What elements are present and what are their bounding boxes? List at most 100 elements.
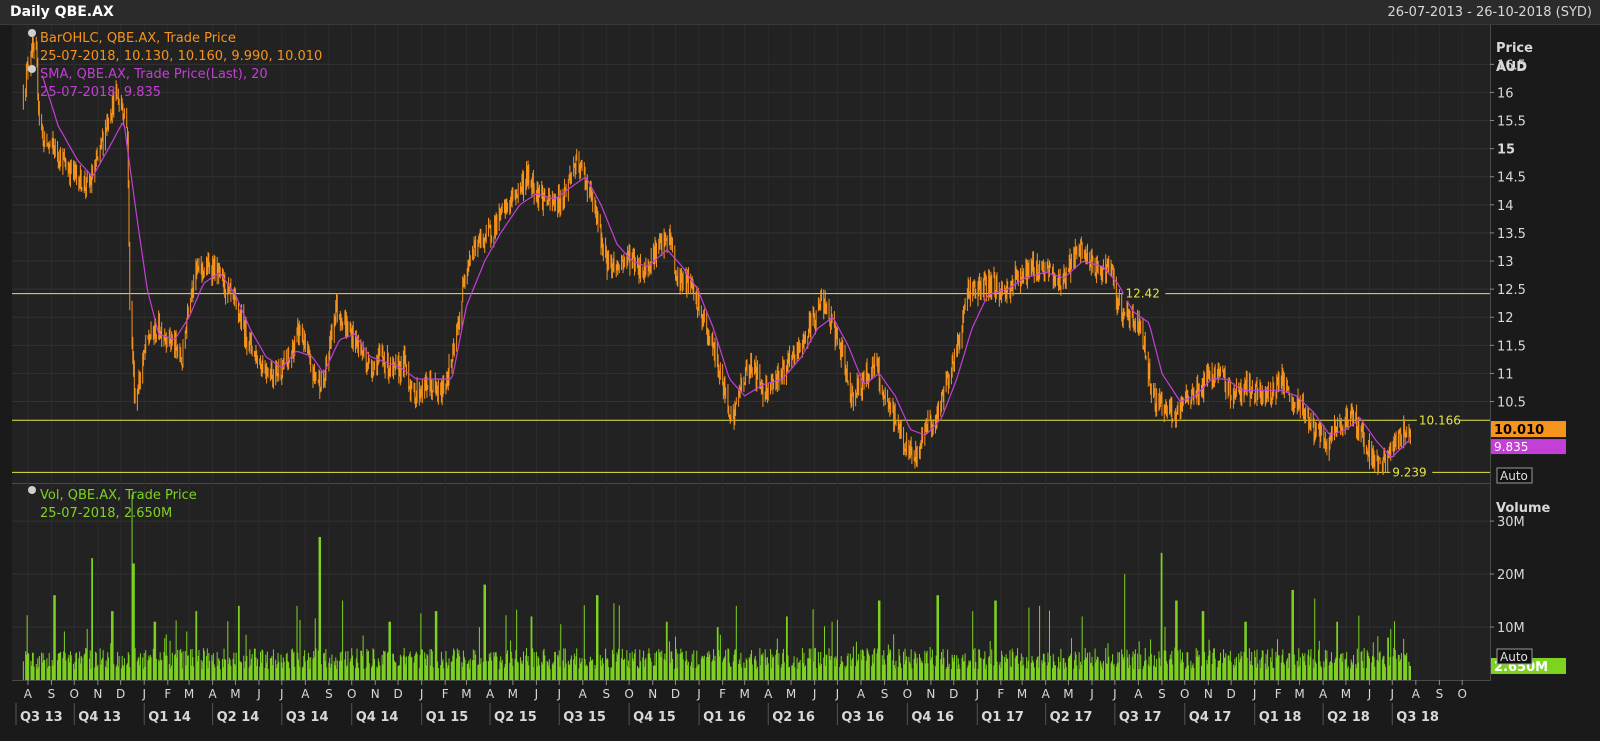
- month-label: A: [486, 687, 495, 701]
- volume-legend-icon[interactable]: [28, 486, 36, 494]
- quarter-label: Q3 17: [1119, 710, 1162, 725]
- month-label: O: [903, 687, 912, 701]
- quarter-label: Q3 15: [563, 710, 606, 725]
- price-tick-label: 16: [1497, 86, 1514, 101]
- month-label: J: [1252, 687, 1257, 701]
- month-label: A: [301, 687, 310, 701]
- last-price-tag-label: 10.010: [1494, 423, 1544, 438]
- month-label: N: [1204, 687, 1213, 701]
- price-axis-unit: AUD: [1496, 60, 1527, 75]
- month-label: D: [949, 687, 958, 701]
- sma-legend-icon[interactable]: [28, 65, 36, 73]
- month-label: J: [974, 687, 979, 701]
- month-label: M: [786, 687, 796, 701]
- quarter-label: Q3 14: [286, 710, 329, 725]
- month-label: A: [1042, 687, 1051, 701]
- month-label: J: [1089, 687, 1094, 701]
- sma-tag-bg: [1491, 439, 1566, 455]
- ohlc-legend-title: BarOHLC, QBE.AX, Trade Price: [40, 31, 236, 46]
- month-label: A: [764, 687, 773, 701]
- quarter-label: Q1 14: [148, 710, 191, 725]
- price-tick-label: 14.5: [1497, 171, 1526, 186]
- month-label: A: [857, 687, 866, 701]
- month-label: M: [461, 687, 471, 701]
- level-line-label-bg: [1123, 286, 1166, 301]
- month-label: A: [209, 687, 218, 701]
- level-line-label: 12.42: [1125, 287, 1159, 301]
- date-range: 26-07-2013 - 26-10-2018 (SYD): [1387, 5, 1592, 20]
- ohlc-bars: [22, 33, 1412, 476]
- month-label: F: [442, 687, 449, 701]
- quarter-label: Q1 18: [1259, 710, 1302, 725]
- price-auto-button-frame[interactable]: [1496, 467, 1533, 484]
- month-label: A: [1134, 687, 1143, 701]
- price-volume-chart[interactable]: 12.42 10.166 9.239 BarOHLC, QBE.AX, Trade …: [0, 25, 1600, 741]
- month-label: A: [24, 687, 33, 701]
- price-tick-labels: 10.5 11 11.5 12 12.5 13 13.5 14 14.5 15 15.5 16 16.5: [1490, 58, 1526, 411]
- month-label: M: [1017, 687, 1027, 701]
- month-label: F: [997, 687, 1004, 701]
- ohlc-legend-values: 25-07-2018, 10.130, 10.160, 9.990, 10.01…: [40, 49, 322, 64]
- quarter-label: Q2 14: [217, 710, 260, 725]
- month-label: J: [419, 687, 424, 701]
- volume-tick-label: 20M: [1497, 568, 1525, 583]
- month-label: J: [696, 687, 701, 701]
- last-price-tag: 10.010: [1491, 421, 1566, 438]
- level-line-label-bg: [1416, 413, 1459, 428]
- month-label: F: [1275, 687, 1282, 701]
- volume-auto-button-frame[interactable]: [1496, 648, 1533, 665]
- sma-line: [41, 75, 1411, 458]
- level-labels: 12.42 10.166 9.239: [1123, 286, 1461, 480]
- quarter-label: Q1 16: [703, 710, 746, 725]
- quarter-label: Q2 17: [1050, 710, 1093, 725]
- title-bar: Daily QBE.AX 26-07-2013 - 26-10-2018 (SY…: [0, 0, 1600, 25]
- month-label: S: [1158, 687, 1166, 701]
- month-label: J: [812, 687, 817, 701]
- volume-auto-button[interactable]: Auto: [1496, 648, 1533, 665]
- month-label: S: [48, 687, 56, 701]
- month-label: A: [1412, 687, 1421, 701]
- quarter-label: Q1 17: [981, 710, 1024, 725]
- volume-legend[interactable]: Vol, QBE.AX, Trade Price 25-07-2018, 2.6…: [28, 486, 197, 521]
- volume-panel[interactable]: [12, 484, 1490, 680]
- price-panel[interactable]: [12, 25, 1490, 483]
- price-tick-label: 11: [1497, 367, 1514, 382]
- month-label: O: [347, 687, 356, 701]
- volume-legend-title: Vol, QBE.AX, Trade Price: [40, 488, 197, 503]
- sma-tag-label: 9.835: [1494, 440, 1528, 454]
- month-label: M: [1294, 687, 1304, 701]
- month-label: S: [603, 687, 611, 701]
- month-label: D: [116, 687, 125, 701]
- level-line-label-bg: [1390, 465, 1433, 480]
- month-label: J: [1389, 687, 1394, 701]
- price-tick-label: 16.5: [1497, 58, 1526, 73]
- sma-legend[interactable]: SMA, QBE.AX, Trade Price(Last), 20 25-07…: [28, 65, 268, 100]
- level-line-label: 9.239: [1392, 465, 1426, 479]
- quarter-label: Q4 15: [633, 710, 676, 725]
- quarter-label: Q4 17: [1189, 710, 1232, 725]
- month-label: J: [1112, 687, 1117, 701]
- month-label: J: [835, 687, 840, 701]
- ohlc-legend[interactable]: BarOHLC, QBE.AX, Trade Price 25-07-2018,…: [28, 29, 322, 64]
- price-tick-label: 14: [1497, 199, 1514, 214]
- price-tick-label: 11.5: [1497, 339, 1526, 354]
- volume-legend-values: 25-07-2018, 2.650M: [40, 506, 172, 521]
- month-label: J: [556, 687, 561, 701]
- volume-tick-label: 30M: [1497, 515, 1525, 530]
- quarter-label: Q3 13: [20, 710, 63, 725]
- month-label: J: [1367, 687, 1372, 701]
- volume-tick-label: 10M: [1497, 621, 1525, 636]
- month-label: S: [325, 687, 333, 701]
- ohlc-legend-icon[interactable]: [28, 29, 36, 37]
- month-label: M: [230, 687, 240, 701]
- month-label: A: [1319, 687, 1328, 701]
- quarter-labels: Q3 13 Q4 13 Q1 14 Q2 14 Q3 14 Q4 14 Q1 15 Q2 15…: [15, 703, 1439, 725]
- volume-bars: [22, 494, 1412, 680]
- price-tick-label: 13: [1497, 255, 1514, 270]
- price-auto-button[interactable]: Auto: [1496, 467, 1533, 484]
- chart-title: Daily QBE.AX: [10, 4, 114, 20]
- quarter-label: Q3 18: [1396, 710, 1439, 725]
- month-label: M: [184, 687, 194, 701]
